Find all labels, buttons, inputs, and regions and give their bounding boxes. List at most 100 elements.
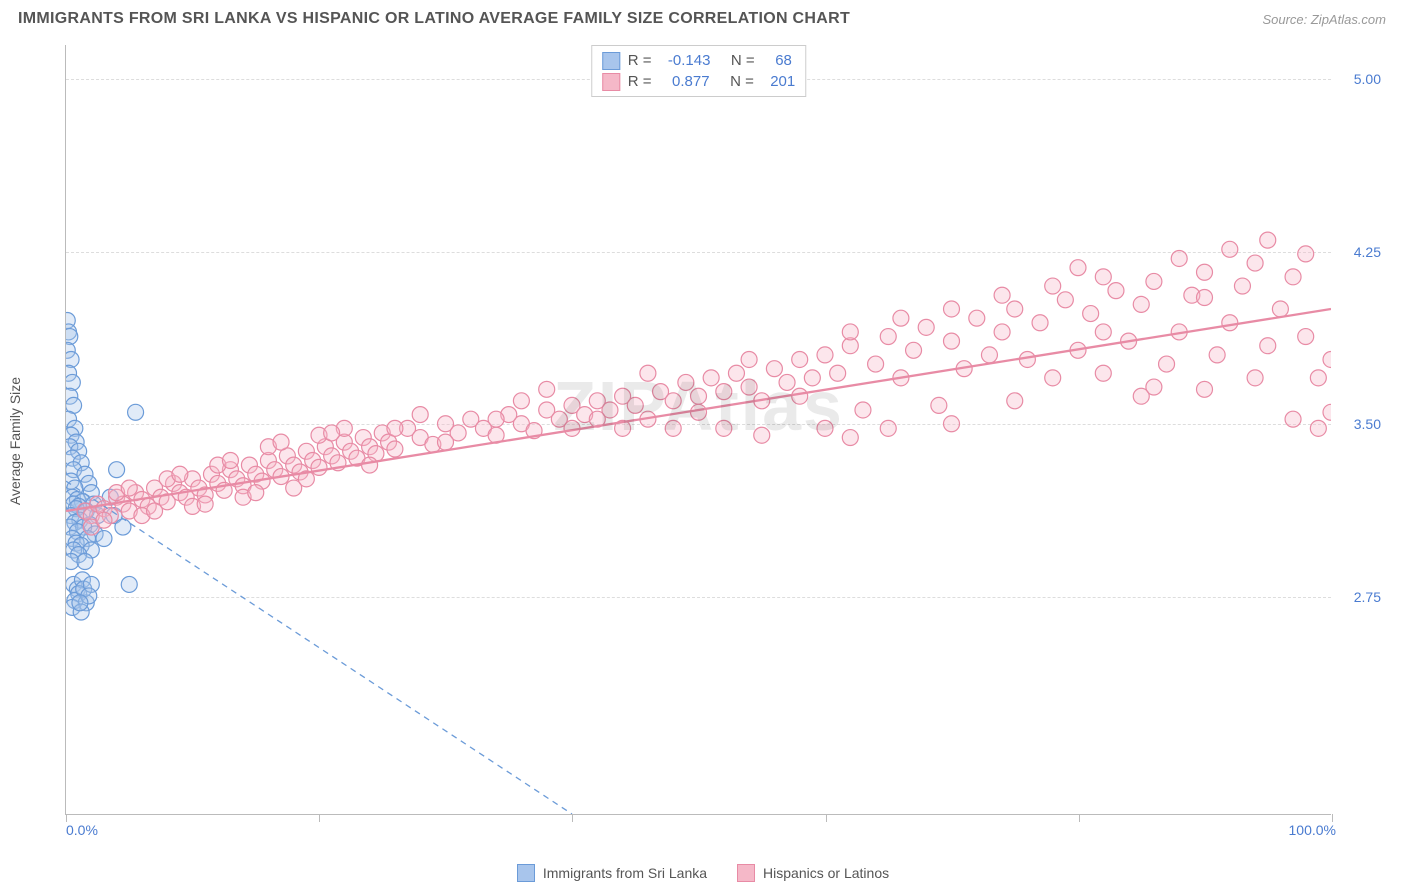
legend-swatch	[737, 864, 755, 882]
data-point	[665, 393, 681, 409]
data-point	[513, 393, 529, 409]
data-point	[1272, 301, 1288, 317]
data-point	[1095, 324, 1111, 340]
stats-legend-row: R = 0.877 N = 201	[602, 71, 795, 92]
data-point	[804, 370, 820, 386]
data-point	[172, 466, 188, 482]
data-point	[1222, 315, 1238, 331]
x-tick	[1079, 814, 1080, 822]
data-point	[324, 425, 340, 441]
trend-line	[66, 309, 1331, 511]
data-point	[1285, 269, 1301, 285]
data-point	[1310, 370, 1326, 386]
plot-area: R = -0.143 N = 68R = 0.877 N = 201 ZIPAt…	[65, 45, 1331, 815]
stats-legend-row: R = -0.143 N = 68	[602, 50, 795, 71]
legend-label: Immigrants from Sri Lanka	[543, 865, 707, 881]
x-tick	[1332, 814, 1333, 822]
r-label: R =	[628, 50, 660, 71]
x-tick	[319, 814, 320, 822]
legend-item: Hispanics or Latinos	[737, 864, 889, 882]
legend-label: Hispanics or Latinos	[763, 865, 889, 881]
data-point	[362, 457, 378, 473]
data-point	[1323, 351, 1331, 367]
data-point	[1234, 278, 1250, 294]
data-point	[944, 333, 960, 349]
data-point	[121, 480, 137, 496]
data-point	[691, 404, 707, 420]
data-point	[1146, 379, 1162, 395]
data-point	[77, 554, 93, 570]
data-point	[1209, 347, 1225, 363]
y-tick-label: 4.25	[1354, 244, 1381, 260]
data-point	[1159, 356, 1175, 372]
data-point	[906, 342, 922, 358]
data-point	[665, 420, 681, 436]
data-point	[147, 503, 163, 519]
data-point	[716, 384, 732, 400]
data-point	[741, 351, 757, 367]
data-point	[1298, 329, 1314, 345]
data-point	[311, 459, 327, 475]
data-point	[817, 420, 833, 436]
data-point	[96, 512, 112, 528]
data-point	[1197, 381, 1213, 397]
data-point	[969, 310, 985, 326]
data-point	[273, 434, 289, 450]
data-point	[868, 356, 884, 372]
r-label: R =	[628, 71, 660, 92]
data-point	[1222, 241, 1238, 257]
data-point	[994, 324, 1010, 340]
data-point	[96, 531, 112, 547]
data-point	[1285, 411, 1301, 427]
data-point	[488, 411, 504, 427]
data-point	[387, 420, 403, 436]
data-point	[716, 420, 732, 436]
data-point	[1057, 292, 1073, 308]
legend-swatch	[602, 52, 620, 70]
data-point	[128, 404, 144, 420]
data-point	[640, 365, 656, 381]
data-point	[1171, 250, 1187, 266]
data-point	[779, 374, 795, 390]
data-point	[1007, 301, 1023, 317]
x-max-label: 100.0%	[1289, 822, 1336, 838]
data-point	[115, 519, 131, 535]
data-point	[438, 434, 454, 450]
data-point	[1323, 404, 1331, 420]
legend-swatch	[517, 864, 535, 882]
x-min-label: 0.0%	[66, 822, 98, 838]
n-label: N =	[718, 50, 763, 71]
data-point	[817, 347, 833, 363]
y-axis-label: Average Family Size	[7, 377, 23, 505]
data-point	[880, 329, 896, 345]
data-point	[981, 347, 997, 363]
data-point	[1045, 278, 1061, 294]
n-value: 68	[771, 50, 792, 71]
x-tick	[826, 814, 827, 822]
data-point	[728, 365, 744, 381]
data-point	[842, 430, 858, 446]
data-point	[539, 381, 555, 397]
data-point	[1133, 296, 1149, 312]
data-point	[1083, 306, 1099, 322]
data-point	[880, 420, 896, 436]
data-point	[830, 365, 846, 381]
data-point	[1095, 269, 1111, 285]
legend-item: Immigrants from Sri Lanka	[517, 864, 707, 882]
y-tick-label: 2.75	[1354, 589, 1381, 605]
data-point	[893, 310, 909, 326]
data-point	[918, 319, 934, 335]
data-point	[792, 351, 808, 367]
data-point	[1032, 315, 1048, 331]
x-tick	[572, 814, 573, 822]
chart-title: IMMIGRANTS FROM SRI LANKA VS HISPANIC OR…	[18, 10, 850, 28]
data-point	[1045, 370, 1061, 386]
data-point	[1070, 260, 1086, 276]
data-point	[994, 287, 1010, 303]
data-point	[1108, 283, 1124, 299]
data-point	[855, 402, 871, 418]
r-value: 0.877	[668, 71, 710, 92]
data-point	[222, 452, 238, 468]
n-value: 201	[770, 71, 795, 92]
data-point	[754, 427, 770, 443]
